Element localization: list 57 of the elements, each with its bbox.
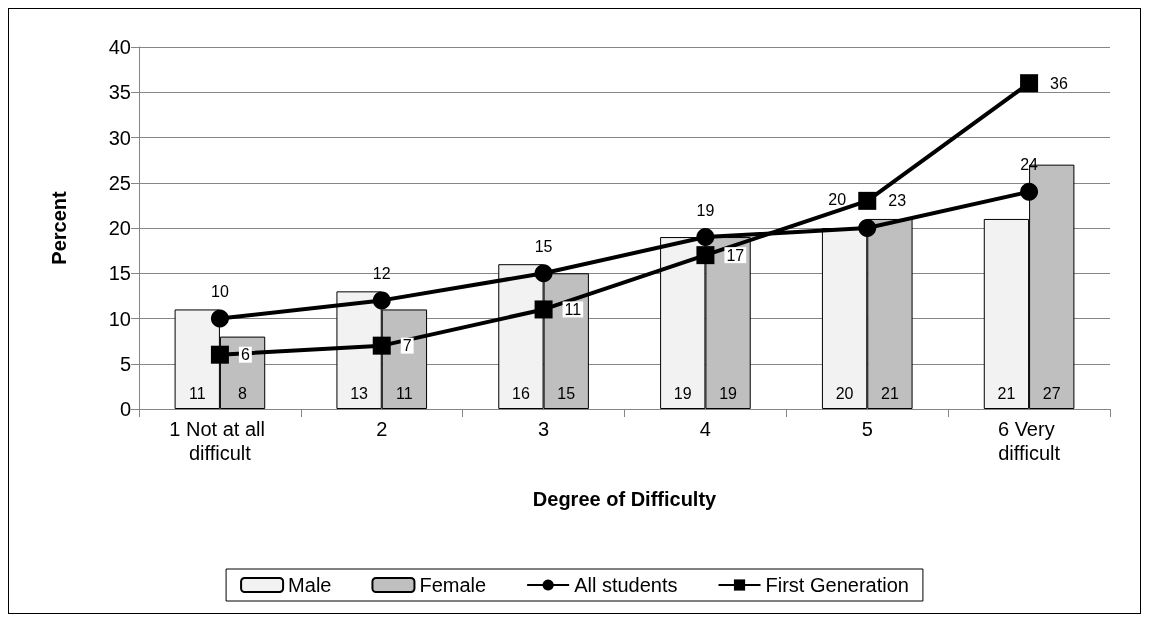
point	[696, 228, 715, 247]
point	[372, 336, 391, 355]
data-label: 12	[372, 264, 391, 282]
x-tick-label: 2	[376, 418, 388, 440]
legend-label: Female	[419, 574, 487, 596]
data-label: 36	[1050, 74, 1068, 92]
y-tick-label: 0	[119, 398, 131, 420]
y-tick-label: 15	[108, 262, 131, 285]
point	[372, 291, 391, 310]
point	[534, 264, 553, 283]
data-label: 10	[211, 283, 229, 300]
x-tick-label: 6 Very difficult	[997, 418, 1061, 464]
data-label: 6	[240, 346, 250, 364]
data-label: 19	[696, 201, 715, 219]
data-label: 21	[997, 384, 1016, 402]
y-tick-label: 20	[108, 217, 131, 239]
x-tick-label: 3	[538, 418, 550, 440]
data-label: 11	[564, 300, 582, 318]
data-label: 19	[719, 384, 738, 402]
data-label: 19	[673, 384, 692, 402]
legend-label: Male	[288, 574, 332, 596]
data-label: 15	[534, 237, 553, 255]
y-tick-label: 5	[119, 352, 131, 375]
data-label: 13	[350, 384, 369, 402]
x-tick-label: 4	[699, 418, 711, 440]
data-label: 27	[1042, 384, 1061, 402]
x-axis-title: Degree of Difficulty	[532, 488, 718, 510]
legend-label: All students	[574, 574, 678, 596]
data-label: 16	[512, 384, 530, 402]
y-tick-label: 30	[108, 126, 131, 149]
data-label: 17	[726, 246, 745, 264]
data-label: 7	[402, 337, 412, 355]
data-label: 20	[828, 190, 847, 208]
point	[858, 219, 877, 237]
x-tick-label: 1 Not at all difficult	[169, 418, 271, 464]
data-label: 15	[557, 384, 576, 402]
legend-label: First Generation	[765, 574, 909, 596]
point	[534, 300, 553, 319]
data-label: 23	[888, 192, 907, 210]
point	[1020, 74, 1039, 93]
point	[210, 345, 229, 364]
y-tick-label: 25	[108, 171, 131, 194]
y-tick-label: 10	[108, 307, 131, 330]
data-label: 11	[188, 384, 206, 402]
point	[210, 309, 229, 328]
data-label: 20	[835, 384, 854, 402]
y-axis-title: Percent	[48, 190, 70, 265]
x-tick-label: 5	[861, 418, 873, 440]
y-tick-label: 40	[108, 36, 131, 58]
y-tick-label: 35	[108, 81, 131, 104]
data-label: 8	[238, 384, 248, 402]
data-label: 11	[396, 384, 413, 402]
point	[1020, 182, 1039, 201]
data-label: 24	[1020, 156, 1039, 174]
point	[858, 191, 877, 210]
point	[696, 246, 715, 265]
data-label: 21	[881, 384, 899, 402]
